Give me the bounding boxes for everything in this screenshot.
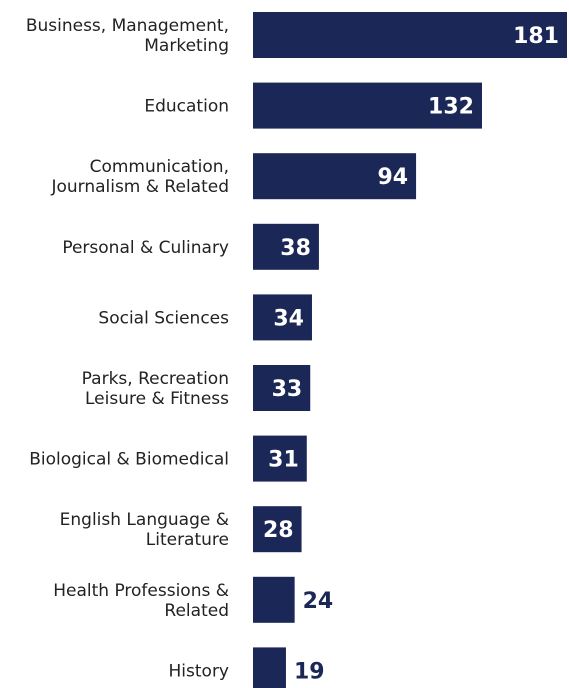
bar bbox=[253, 365, 311, 411]
bar bbox=[253, 82, 482, 129]
category-label: Social Sciences bbox=[98, 308, 229, 328]
category-label: Health Professions & Related bbox=[53, 581, 229, 621]
category-label: Personal & Culinary bbox=[62, 238, 229, 258]
bar bbox=[253, 506, 302, 553]
category-label: Education bbox=[144, 97, 229, 117]
value-label: 94 bbox=[377, 165, 408, 190]
bar bbox=[253, 647, 286, 688]
bar bbox=[253, 576, 295, 623]
value-label: 38 bbox=[280, 236, 311, 261]
value-label: 181 bbox=[513, 24, 559, 49]
value-label: 33 bbox=[272, 377, 303, 402]
category-label: English Language & Literature bbox=[60, 510, 229, 550]
bar bbox=[253, 223, 319, 270]
value-label: 19 bbox=[294, 659, 325, 684]
category-label: Business, Management, Marketing bbox=[26, 16, 229, 56]
value-label: 24 bbox=[303, 589, 334, 614]
value-label: 31 bbox=[268, 448, 299, 473]
value-label: 34 bbox=[273, 306, 304, 331]
value-label: 28 bbox=[263, 518, 294, 543]
value-label: 132 bbox=[428, 95, 474, 120]
bar bbox=[253, 294, 312, 341]
category-label: Communication, Journalism & Related bbox=[50, 157, 229, 197]
bar bbox=[253, 153, 417, 200]
category-label: History bbox=[169, 661, 229, 681]
category-label: Parks, Recreation Leisure & Fitness bbox=[82, 369, 229, 409]
bar bbox=[253, 435, 307, 482]
bar bbox=[253, 12, 567, 58]
category-label: Biological & Biomedical bbox=[29, 450, 229, 470]
